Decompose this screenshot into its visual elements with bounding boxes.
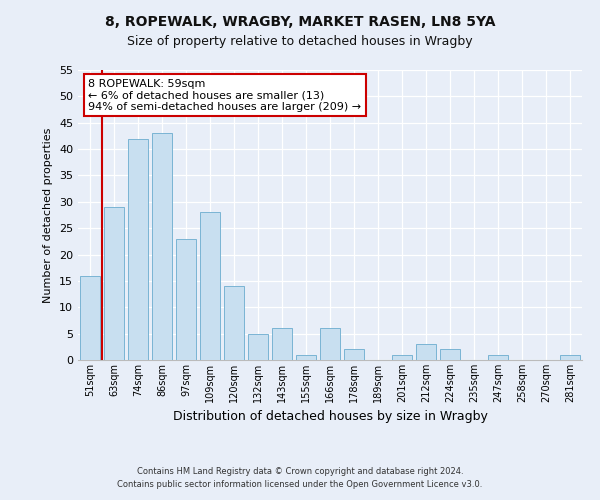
Y-axis label: Number of detached properties: Number of detached properties [43,128,53,302]
Bar [128,138,148,360]
Bar [272,328,292,360]
Text: Contains HM Land Registry data © Crown copyright and database right 2024.
Contai: Contains HM Land Registry data © Crown c… [118,467,482,489]
Text: 8 ROPEWALK: 59sqm
← 6% of detached houses are smaller (13)
94% of semi-detached : 8 ROPEWALK: 59sqm ← 6% of detached house… [88,78,361,112]
Bar [440,350,460,360]
Text: 8, ROPEWALK, WRAGBY, MARKET RASEN, LN8 5YA: 8, ROPEWALK, WRAGBY, MARKET RASEN, LN8 5… [105,15,495,29]
Bar [296,354,316,360]
Bar [392,354,412,360]
Bar [104,207,124,360]
Bar [248,334,268,360]
Bar [320,328,340,360]
Bar [80,276,100,360]
X-axis label: Distribution of detached houses by size in Wragby: Distribution of detached houses by size … [173,410,487,424]
Text: Size of property relative to detached houses in Wragby: Size of property relative to detached ho… [127,35,473,48]
Bar [152,134,172,360]
Bar [560,354,580,360]
Bar [344,350,364,360]
Bar [416,344,436,360]
Bar [224,286,244,360]
Bar [488,354,508,360]
Bar [200,212,220,360]
Bar [176,238,196,360]
